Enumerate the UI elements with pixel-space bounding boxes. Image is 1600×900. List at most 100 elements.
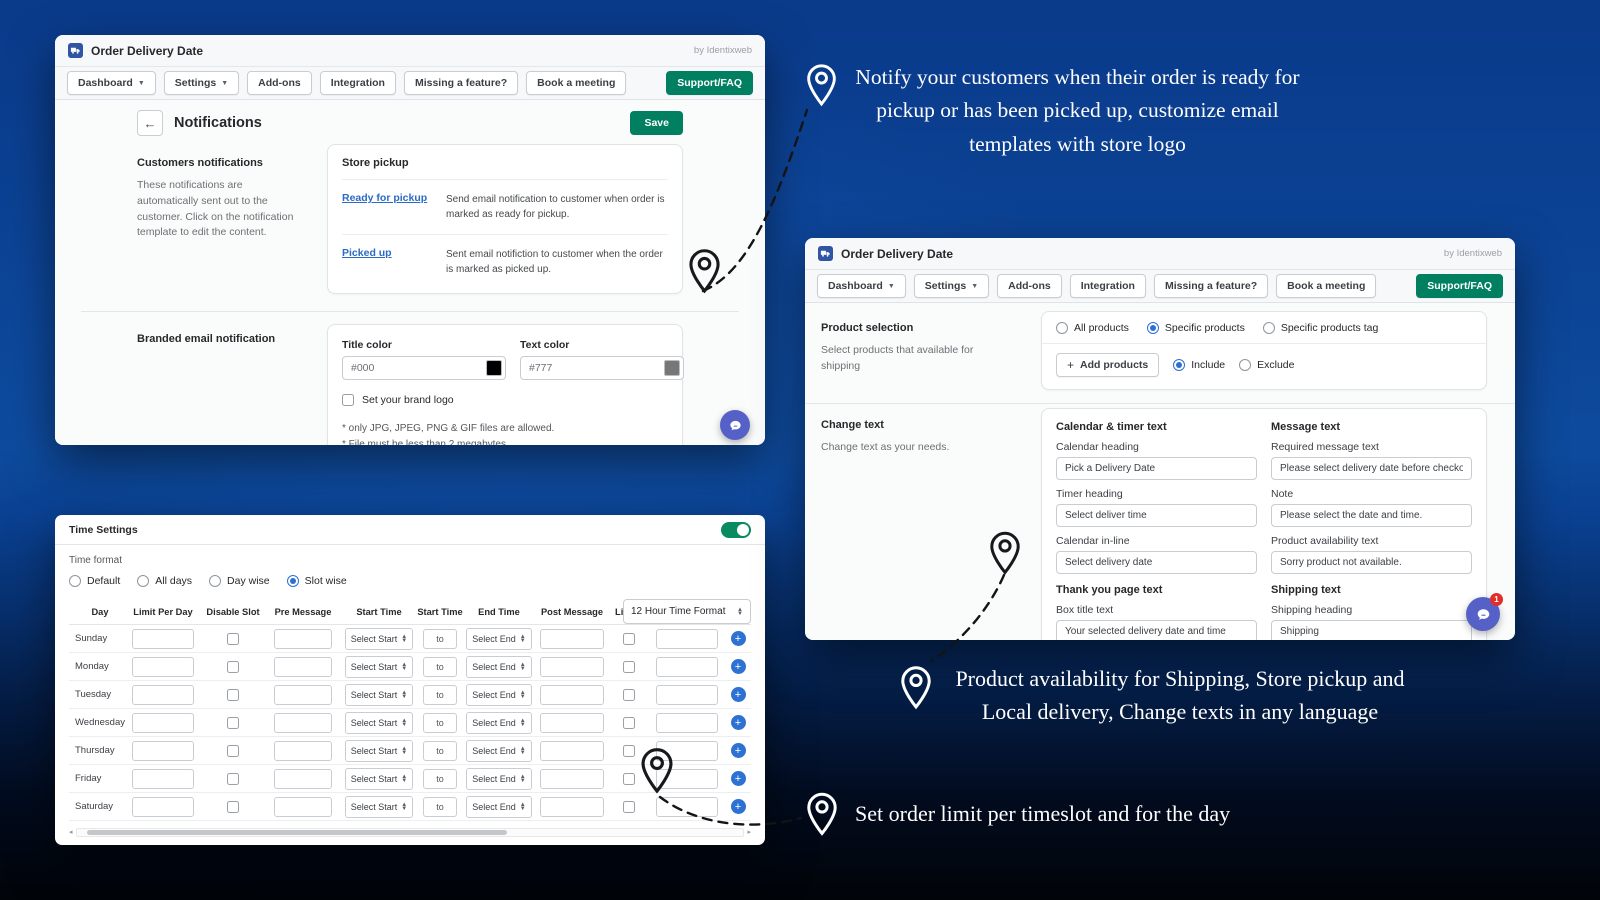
disable-slot-checkbox[interactable]: [227, 688, 239, 701]
text-color-swatch[interactable]: [664, 360, 680, 376]
title-color-swatch[interactable]: [486, 360, 502, 376]
note-input[interactable]: [1271, 504, 1472, 527]
shipping-heading-input[interactable]: [1271, 620, 1472, 640]
start-time-select[interactable]: Select Start ▲ ▼: [344, 655, 414, 678]
nav-missing-feature[interactable]: Missing a feature?: [403, 71, 519, 95]
limit-checkbox[interactable]: [623, 660, 635, 673]
add-slot-button[interactable]: +: [730, 687, 746, 702]
nav-support-faq[interactable]: Support/FAQ: [666, 71, 753, 95]
scroll-left-icon[interactable]: ◂: [69, 829, 73, 836]
add-slot-button[interactable]: +: [730, 743, 746, 758]
post-message-input[interactable]: [540, 768, 604, 789]
calendar-heading-input[interactable]: [1056, 457, 1257, 480]
disable-slot-checkbox[interactable]: [227, 772, 239, 785]
pre-message-input[interactable]: [274, 712, 332, 733]
limit-per-day-input[interactable]: [132, 712, 194, 733]
post-message-input[interactable]: [540, 740, 604, 761]
nav-book-meeting[interactable]: Book a meeting: [1276, 274, 1377, 298]
horizontal-scrollbar[interactable]: ◂ ▸: [69, 826, 751, 838]
back-button[interactable]: ←: [137, 110, 163, 136]
disable-slot-checkbox[interactable]: [227, 800, 239, 813]
box-title-input[interactable]: [1056, 620, 1257, 640]
end-time-select[interactable]: Select End ▲ ▼: [466, 627, 532, 650]
start-time-select[interactable]: Select Start ▲ ▼: [344, 711, 414, 734]
start-time-select[interactable]: Select Start ▲ ▼: [344, 795, 414, 818]
pre-message-input[interactable]: [274, 628, 332, 649]
nav-support-faq[interactable]: Support/FAQ: [1416, 274, 1503, 298]
end-time-select[interactable]: Select End ▲ ▼: [466, 767, 532, 790]
pre-message-input[interactable]: [274, 684, 332, 705]
disable-slot-checkbox[interactable]: [227, 660, 239, 673]
nav-settings[interactable]: Settings ▼: [163, 71, 240, 95]
nav-dashboard[interactable]: Dashboard ▼: [817, 274, 906, 298]
limit-checkbox[interactable]: [623, 800, 635, 813]
post-message-input[interactable]: [540, 684, 604, 705]
nav-add-ons[interactable]: Add-ons: [997, 274, 1062, 298]
start-time-select[interactable]: Select Start ▲ ▼: [344, 767, 414, 790]
end-time-select[interactable]: Select End ▲ ▼: [466, 795, 532, 818]
limit-per-day-input[interactable]: [132, 684, 194, 705]
radio-day-wise[interactable]: [209, 575, 222, 587]
radio-include[interactable]: [1173, 359, 1186, 371]
add-slot-button[interactable]: +: [730, 659, 746, 674]
number-of-orders-input[interactable]: [656, 684, 718, 705]
chat-widget-button[interactable]: [720, 410, 750, 440]
nav-integration[interactable]: Integration: [1069, 274, 1146, 298]
post-message-input[interactable]: [540, 628, 604, 649]
scrollbar-track[interactable]: [75, 827, 745, 837]
start-time-select[interactable]: Select Start ▲ ▼: [344, 739, 414, 762]
brand-logo-checkbox[interactable]: [342, 394, 354, 406]
add-slot-button[interactable]: +: [730, 631, 746, 646]
limit-checkbox[interactable]: [623, 772, 635, 785]
post-message-input[interactable]: [540, 656, 604, 677]
add-products-button[interactable]: + Add products: [1056, 353, 1160, 377]
radio-slot-wise[interactable]: [286, 575, 299, 587]
scroll-right-icon[interactable]: ▸: [747, 829, 751, 836]
pre-message-input[interactable]: [274, 740, 332, 761]
add-slot-button[interactable]: +: [730, 715, 746, 730]
nav-missing-feature[interactable]: Missing a feature?: [1153, 274, 1269, 298]
ready-for-pickup-link[interactable]: Ready for pickup: [342, 192, 428, 204]
limit-per-day-input[interactable]: [132, 796, 194, 817]
limit-checkbox[interactable]: [623, 716, 635, 729]
radio-all-products[interactable]: [1056, 322, 1068, 334]
title-color-input[interactable]: [351, 362, 486, 374]
picked-up-link[interactable]: Picked up: [342, 247, 392, 259]
start-time-select[interactable]: Select Start ▲ ▼: [344, 627, 414, 650]
post-message-input[interactable]: [540, 712, 604, 733]
time-format-select[interactable]: 12 Hour Time Format ▲ ▼: [623, 599, 751, 624]
time-settings-toggle[interactable]: [721, 521, 751, 538]
disable-slot-checkbox[interactable]: [227, 744, 239, 757]
pre-message-input[interactable]: [274, 796, 332, 817]
number-of-orders-input[interactable]: [656, 740, 718, 761]
radio-specific-products[interactable]: [1146, 322, 1159, 334]
pre-message-input[interactable]: [274, 768, 332, 789]
timer-heading-input[interactable]: [1056, 504, 1257, 527]
nav-integration[interactable]: Integration: [319, 71, 396, 95]
end-time-select[interactable]: Select End ▲ ▼: [466, 655, 532, 678]
nav-add-ons[interactable]: Add-ons: [247, 71, 312, 95]
limit-checkbox[interactable]: [623, 744, 635, 757]
text-color-input[interactable]: [529, 362, 664, 374]
end-time-select[interactable]: Select End ▲ ▼: [466, 711, 532, 734]
chat-widget-button[interactable]: 1: [1466, 593, 1503, 631]
limit-per-day-input[interactable]: [132, 768, 194, 789]
limit-per-day-input[interactable]: [132, 628, 194, 649]
nav-dashboard[interactable]: Dashboard ▼: [67, 71, 156, 95]
nav-book-meeting[interactable]: Book a meeting: [526, 71, 627, 95]
end-time-select[interactable]: Select End ▲ ▼: [466, 739, 532, 762]
number-of-orders-input[interactable]: [656, 768, 718, 789]
save-button[interactable]: Save: [630, 111, 683, 135]
post-message-input[interactable]: [540, 796, 604, 817]
disable-slot-checkbox[interactable]: [227, 632, 239, 645]
nav-settings[interactable]: Settings ▼: [913, 274, 990, 298]
end-time-select[interactable]: Select End ▲ ▼: [466, 683, 532, 706]
number-of-orders-input[interactable]: [656, 656, 718, 677]
disable-slot-checkbox[interactable]: [227, 716, 239, 729]
radio-all-days[interactable]: [137, 575, 150, 587]
limit-checkbox[interactable]: [623, 688, 635, 701]
add-slot-button[interactable]: +: [730, 771, 746, 786]
number-of-orders-input[interactable]: [656, 796, 718, 817]
required-message-input[interactable]: [1271, 457, 1472, 480]
calendar-inline-input[interactable]: [1056, 551, 1257, 574]
